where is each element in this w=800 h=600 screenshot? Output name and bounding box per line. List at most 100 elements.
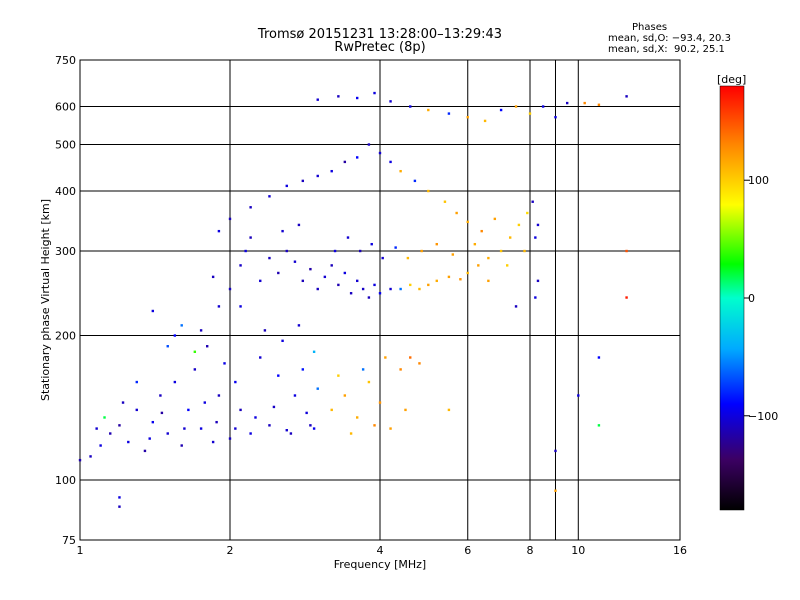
data-point — [333, 249, 337, 253]
data-point — [373, 91, 376, 95]
data-point — [199, 427, 203, 430]
data-point — [228, 287, 232, 291]
data-point — [234, 427, 237, 430]
data-point — [554, 116, 557, 119]
data-point — [459, 278, 462, 281]
colorbar — [719, 85, 745, 511]
x-tick-label: 8 — [527, 544, 534, 557]
colorbar-tick-label: 0 — [748, 292, 755, 305]
data-point — [305, 411, 308, 415]
data-point — [239, 305, 242, 308]
data-point — [263, 329, 267, 332]
chart-title: Tromsø 20151231 13:28:00–13:29:43 — [257, 27, 503, 42]
data-point — [239, 264, 242, 267]
data-point — [211, 440, 215, 444]
data-point — [151, 420, 155, 424]
x-tick-label: 16 — [673, 544, 687, 557]
data-point — [554, 449, 557, 453]
data-point — [625, 249, 628, 253]
data-point — [135, 380, 138, 384]
data-point — [259, 356, 262, 359]
data-point — [166, 345, 169, 348]
data-point — [583, 101, 586, 105]
data-point — [217, 229, 221, 233]
x-tick-label: 10 — [571, 544, 585, 557]
data-point — [268, 256, 271, 260]
phase-stats-x: mean, sd,X: 90.2, 25.1 — [608, 44, 725, 55]
data-point — [418, 287, 421, 291]
data-point — [180, 444, 183, 447]
data-point — [480, 229, 483, 233]
data-point — [427, 108, 430, 112]
data-point — [254, 416, 257, 419]
data-point — [293, 394, 297, 397]
data-point — [389, 100, 392, 103]
data-point — [451, 253, 455, 256]
data-point — [277, 374, 280, 377]
data-point — [99, 444, 102, 447]
data-point — [493, 217, 497, 221]
data-point — [109, 432, 112, 435]
data-point — [517, 223, 521, 227]
data-point — [355, 279, 359, 283]
data-point — [239, 408, 242, 412]
data-point — [337, 95, 340, 98]
data-point — [361, 368, 365, 371]
data-point — [217, 305, 221, 308]
colorbar-tick-label: −100 — [748, 410, 778, 423]
data-point — [330, 264, 333, 267]
data-point — [427, 189, 430, 193]
data-point — [297, 324, 301, 327]
data-point — [466, 271, 469, 275]
data-point — [301, 179, 305, 183]
y-tick-label: 200 — [55, 330, 76, 343]
y-tick-label: 500 — [55, 139, 76, 152]
data-point — [565, 101, 569, 105]
data-point — [399, 368, 402, 371]
data-point — [355, 96, 359, 100]
data-point — [514, 305, 518, 308]
data-point — [367, 380, 371, 384]
data-point — [127, 440, 130, 444]
data-point — [285, 249, 288, 253]
data-point — [316, 98, 319, 101]
data-point — [487, 279, 490, 283]
y-tick-label: 400 — [55, 185, 76, 198]
data-point — [625, 296, 628, 299]
data-point — [173, 380, 177, 384]
data-point — [625, 95, 628, 98]
data-point — [361, 287, 365, 291]
data-point — [443, 200, 447, 203]
y-tick-label: 75 — [62, 534, 76, 547]
colorbar-ticks: 100 0 −100 — [744, 174, 778, 423]
data-point — [205, 345, 209, 348]
data-point — [499, 108, 503, 112]
data-point — [346, 236, 350, 239]
data-point — [316, 387, 319, 390]
data-point — [389, 287, 392, 291]
x-tick-label: 6 — [464, 544, 471, 557]
data-point — [523, 249, 526, 253]
data-point — [455, 211, 458, 215]
data-point — [103, 416, 106, 419]
data-point — [337, 283, 340, 287]
data-point — [228, 217, 232, 221]
data-point — [404, 408, 407, 412]
x-tick-label: 2 — [227, 544, 234, 557]
data-point — [330, 408, 333, 412]
data-point — [343, 394, 347, 397]
colorbar-label: [deg] — [717, 73, 746, 86]
data-point — [323, 275, 327, 279]
data-point — [534, 296, 537, 299]
data-point — [370, 242, 373, 246]
data-point — [249, 432, 252, 435]
data-point — [223, 362, 226, 365]
data-point — [409, 283, 412, 287]
data-point — [78, 458, 82, 462]
data-point — [118, 505, 121, 508]
data-point — [378, 292, 382, 295]
data-point — [316, 287, 319, 291]
data-point — [316, 174, 319, 178]
data-point — [309, 267, 312, 271]
data-point — [597, 424, 601, 427]
